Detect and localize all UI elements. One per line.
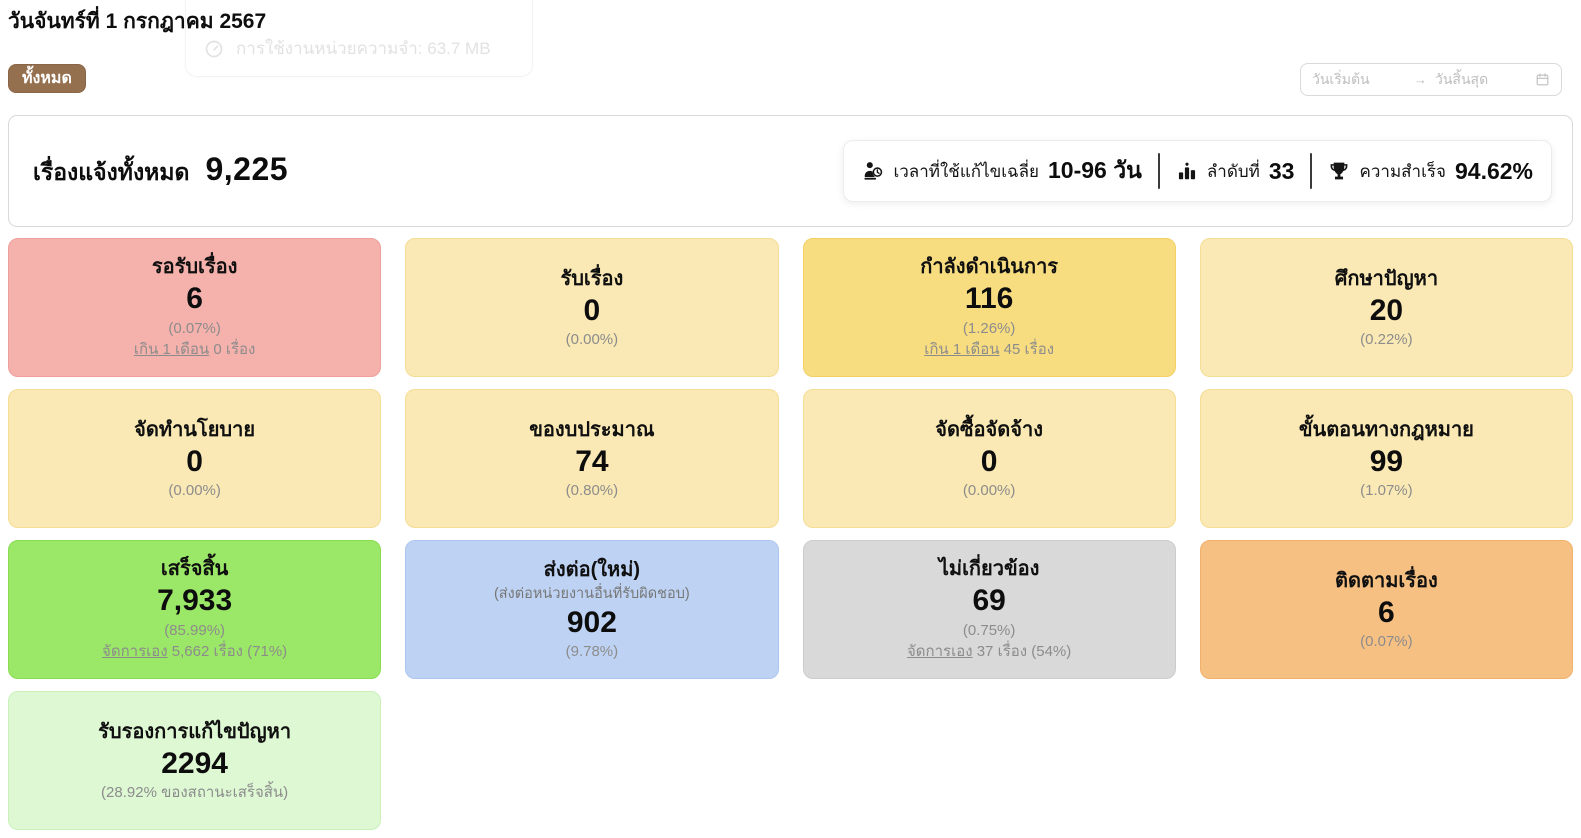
status-card-note-rest: 0 เรื่อง <box>209 341 256 359</box>
status-card-percent: (0.07%) <box>168 319 221 337</box>
status-card-title: ติดตามเรื่อง <box>1335 569 1438 592</box>
status-card-note-link[interactable]: จัดการเอง <box>102 643 168 661</box>
status-card[interactable]: รับรองการแก้ไขปัญหา 2294 (28.92% ของสถาน… <box>8 691 382 830</box>
date-range-picker[interactable]: วันเริ่มต้น → วันสิ้นสุด <box>1300 63 1562 96</box>
status-card-value: 902 <box>566 605 617 639</box>
status-card-note: เกิน 1 เดือน 0 เรื่อง <box>134 340 255 360</box>
status-card-title: รับรองการแก้ไขปัญหา <box>98 720 292 743</box>
status-card-percent: (9.78%) <box>565 643 619 661</box>
kpi-rank: ลำดับที่ 33 <box>1176 157 1295 185</box>
status-card-percent: (0.75%) <box>962 621 1016 639</box>
status-card-percent: (85.99%) <box>164 621 226 639</box>
status-card-note: เกิน 1 เดือน 45 เรื่อง <box>924 340 1054 360</box>
status-card[interactable]: จัดทำนโยบาย 0 (0.00%) <box>8 389 382 528</box>
status-card-percent: (0.00%) <box>565 331 619 348</box>
status-card[interactable]: ส่งต่อ(ใหม่) (ส่งต่อหน่วยงานอื่นที่รับผิ… <box>405 540 779 679</box>
user-clock-icon <box>864 162 883 180</box>
total-reports-label: เรื่องแจ้งทั้งหมด <box>33 159 190 185</box>
status-card-title: ส่งต่อ(ใหม่) <box>543 559 641 582</box>
kpi-avg-fix-time: เวลาที่ใช้แก้ไขเฉลี่ย 10-96 วัน <box>862 153 1142 189</box>
rank-value: 33 <box>1268 157 1295 184</box>
status-card-note: จัดการเอง 37 เรื่อง (54%) <box>907 642 1071 662</box>
memory-usage-text: การใช้งานหน่วยความจำ: 63.7 MB <box>236 39 491 58</box>
success-rate-value: 94.62% <box>1454 157 1533 184</box>
avg-fix-time-value: 10-96 วัน <box>1048 157 1142 183</box>
status-card-value: 6 <box>186 282 203 316</box>
status-card-percent: (1.07%) <box>1360 482 1413 499</box>
success-rate-label: ความสำเร็จ <box>1359 161 1446 181</box>
status-card-value: 99 <box>1369 444 1404 478</box>
all-filter-button[interactable]: ทั้งหมด <box>8 64 86 93</box>
status-card-title: จัดทำนโยบาย <box>134 418 256 441</box>
status-card-value: 74 <box>575 444 609 478</box>
status-card-title: ของบประมาณ <box>529 418 655 441</box>
end-date-input[interactable]: วันสิ้นสุด <box>1435 70 1489 87</box>
status-card-value: 20 <box>1369 293 1404 327</box>
status-card-value: 7,933 <box>157 584 233 618</box>
status-card[interactable]: ศึกษาปัญหา 20 (0.22%) <box>1199 238 1573 377</box>
summary-card: เรื่องแจ้งทั้งหมด 9,225 เวลาที่ใช้แก้ไขเ… <box>8 115 1573 227</box>
status-card-percent: (0.22%) <box>1360 331 1413 348</box>
avg-fix-time-label: เวลาที่ใช้แก้ไขเฉลี่ย <box>893 161 1040 181</box>
status-card[interactable]: ของบประมาณ 74 (0.80%) <box>405 389 779 528</box>
status-card-title: กำลังดำเนินการ <box>920 256 1059 279</box>
calendar-icon <box>1536 73 1549 86</box>
status-card-value: 0 <box>980 444 998 478</box>
status-card-subtitle: (ส่งต่อหน่วยงานอื่นที่รับผิดชอบ) <box>493 586 690 603</box>
kpi-success-rate: ความสำเร็จ 94.62% <box>1328 158 1533 185</box>
status-card-percent: (0.00%) <box>168 482 221 499</box>
status-card[interactable]: กำลังดำเนินการ 116 (1.26%) เกิน 1 เดือน … <box>802 238 1176 377</box>
status-card-note-link[interactable]: เกิน 1 เดือน <box>133 341 210 359</box>
status-card-value: 0 <box>186 444 203 478</box>
ranking-icon <box>1178 162 1195 180</box>
status-card-title: ศึกษาปัญหา <box>1334 267 1439 290</box>
status-card-title: รับเรื่อง <box>560 267 624 290</box>
status-card-note-link[interactable]: จัดการเอง <box>906 643 973 661</box>
status-card[interactable]: รอรับเรื่อง 6 (0.07%) เกิน 1 เดือน 0 เรื… <box>8 238 382 377</box>
kpi-divider <box>1157 153 1160 189</box>
status-card-percent: (0.80%) <box>565 482 619 499</box>
status-card[interactable]: ติดตามเรื่อง 6 (0.07%) <box>1199 540 1573 679</box>
status-card-title: รอรับเรื่อง <box>151 256 238 279</box>
status-card-value: 116 <box>964 282 1014 316</box>
status-card-note-rest: 5,662 เรื่อง (71%) <box>167 643 288 661</box>
status-card-value: 2294 <box>161 746 228 780</box>
status-card-title: จัดซื้อจัดจ้าง <box>935 418 1043 441</box>
status-card[interactable]: จัดซื้อจัดจ้าง 0 (0.00%) <box>802 389 1176 528</box>
status-card-title: ไม่เกี่ยวข้อง <box>938 558 1040 581</box>
status-card-percent: (0.07%) <box>1360 633 1413 650</box>
status-card-value: 0 <box>583 293 601 327</box>
status-cards-grid: รอรับเรื่อง 6 (0.07%) เกิน 1 เดือน 0 เรื… <box>8 238 1573 830</box>
start-date-input[interactable]: วันเริ่มต้น <box>1312 70 1370 87</box>
status-card-percent: (1.26%) <box>962 319 1016 337</box>
status-card-percent: (28.92% ของสถานะเสร็จสิ้น) <box>101 784 289 801</box>
trophy-icon <box>1331 162 1348 180</box>
status-card-note-link[interactable]: เกิน 1 เดือน <box>924 341 1000 359</box>
status-card[interactable]: รับเรื่อง 0 (0.00%) <box>405 238 779 377</box>
status-card[interactable]: ไม่เกี่ยวข้อง 69 (0.75%) จัดการเอง 37 เร… <box>802 540 1176 679</box>
status-card-title: ขั้นตอนทางกฎหมาย <box>1298 418 1474 441</box>
kpi-box: เวลาที่ใช้แก้ไขเฉลี่ย 10-96 วัน ลำดับที่… <box>843 140 1552 202</box>
kpi-divider <box>1310 153 1313 189</box>
range-arrow-icon: → <box>1414 72 1427 87</box>
status-card-note-rest: 37 เรื่อง (54%) <box>972 643 1072 661</box>
gauge-icon <box>205 40 223 57</box>
status-card-percent: (0.00%) <box>962 482 1016 499</box>
status-card-title: เสร็จสิ้น <box>160 558 229 581</box>
status-card-note-rest: 45 เรื่อง <box>999 341 1055 359</box>
total-reports-value: 9,225 <box>205 151 289 187</box>
status-card[interactable]: ขั้นตอนทางกฎหมาย 99 (1.07%) <box>1199 389 1573 528</box>
page-date-title: วันจันทร์ที่ 1 กรกฎาคม 2567 <box>8 10 267 33</box>
status-card[interactable]: เสร็จสิ้น 7,933 (85.99%) จัดการเอง 5,662… <box>8 540 382 679</box>
status-card-value: 69 <box>972 584 1006 618</box>
status-card-note: จัดการเอง 5,662 เรื่อง (71%) <box>102 642 287 662</box>
rank-label: ลำดับที่ <box>1206 161 1260 181</box>
status-card-value: 6 <box>1378 595 1395 629</box>
